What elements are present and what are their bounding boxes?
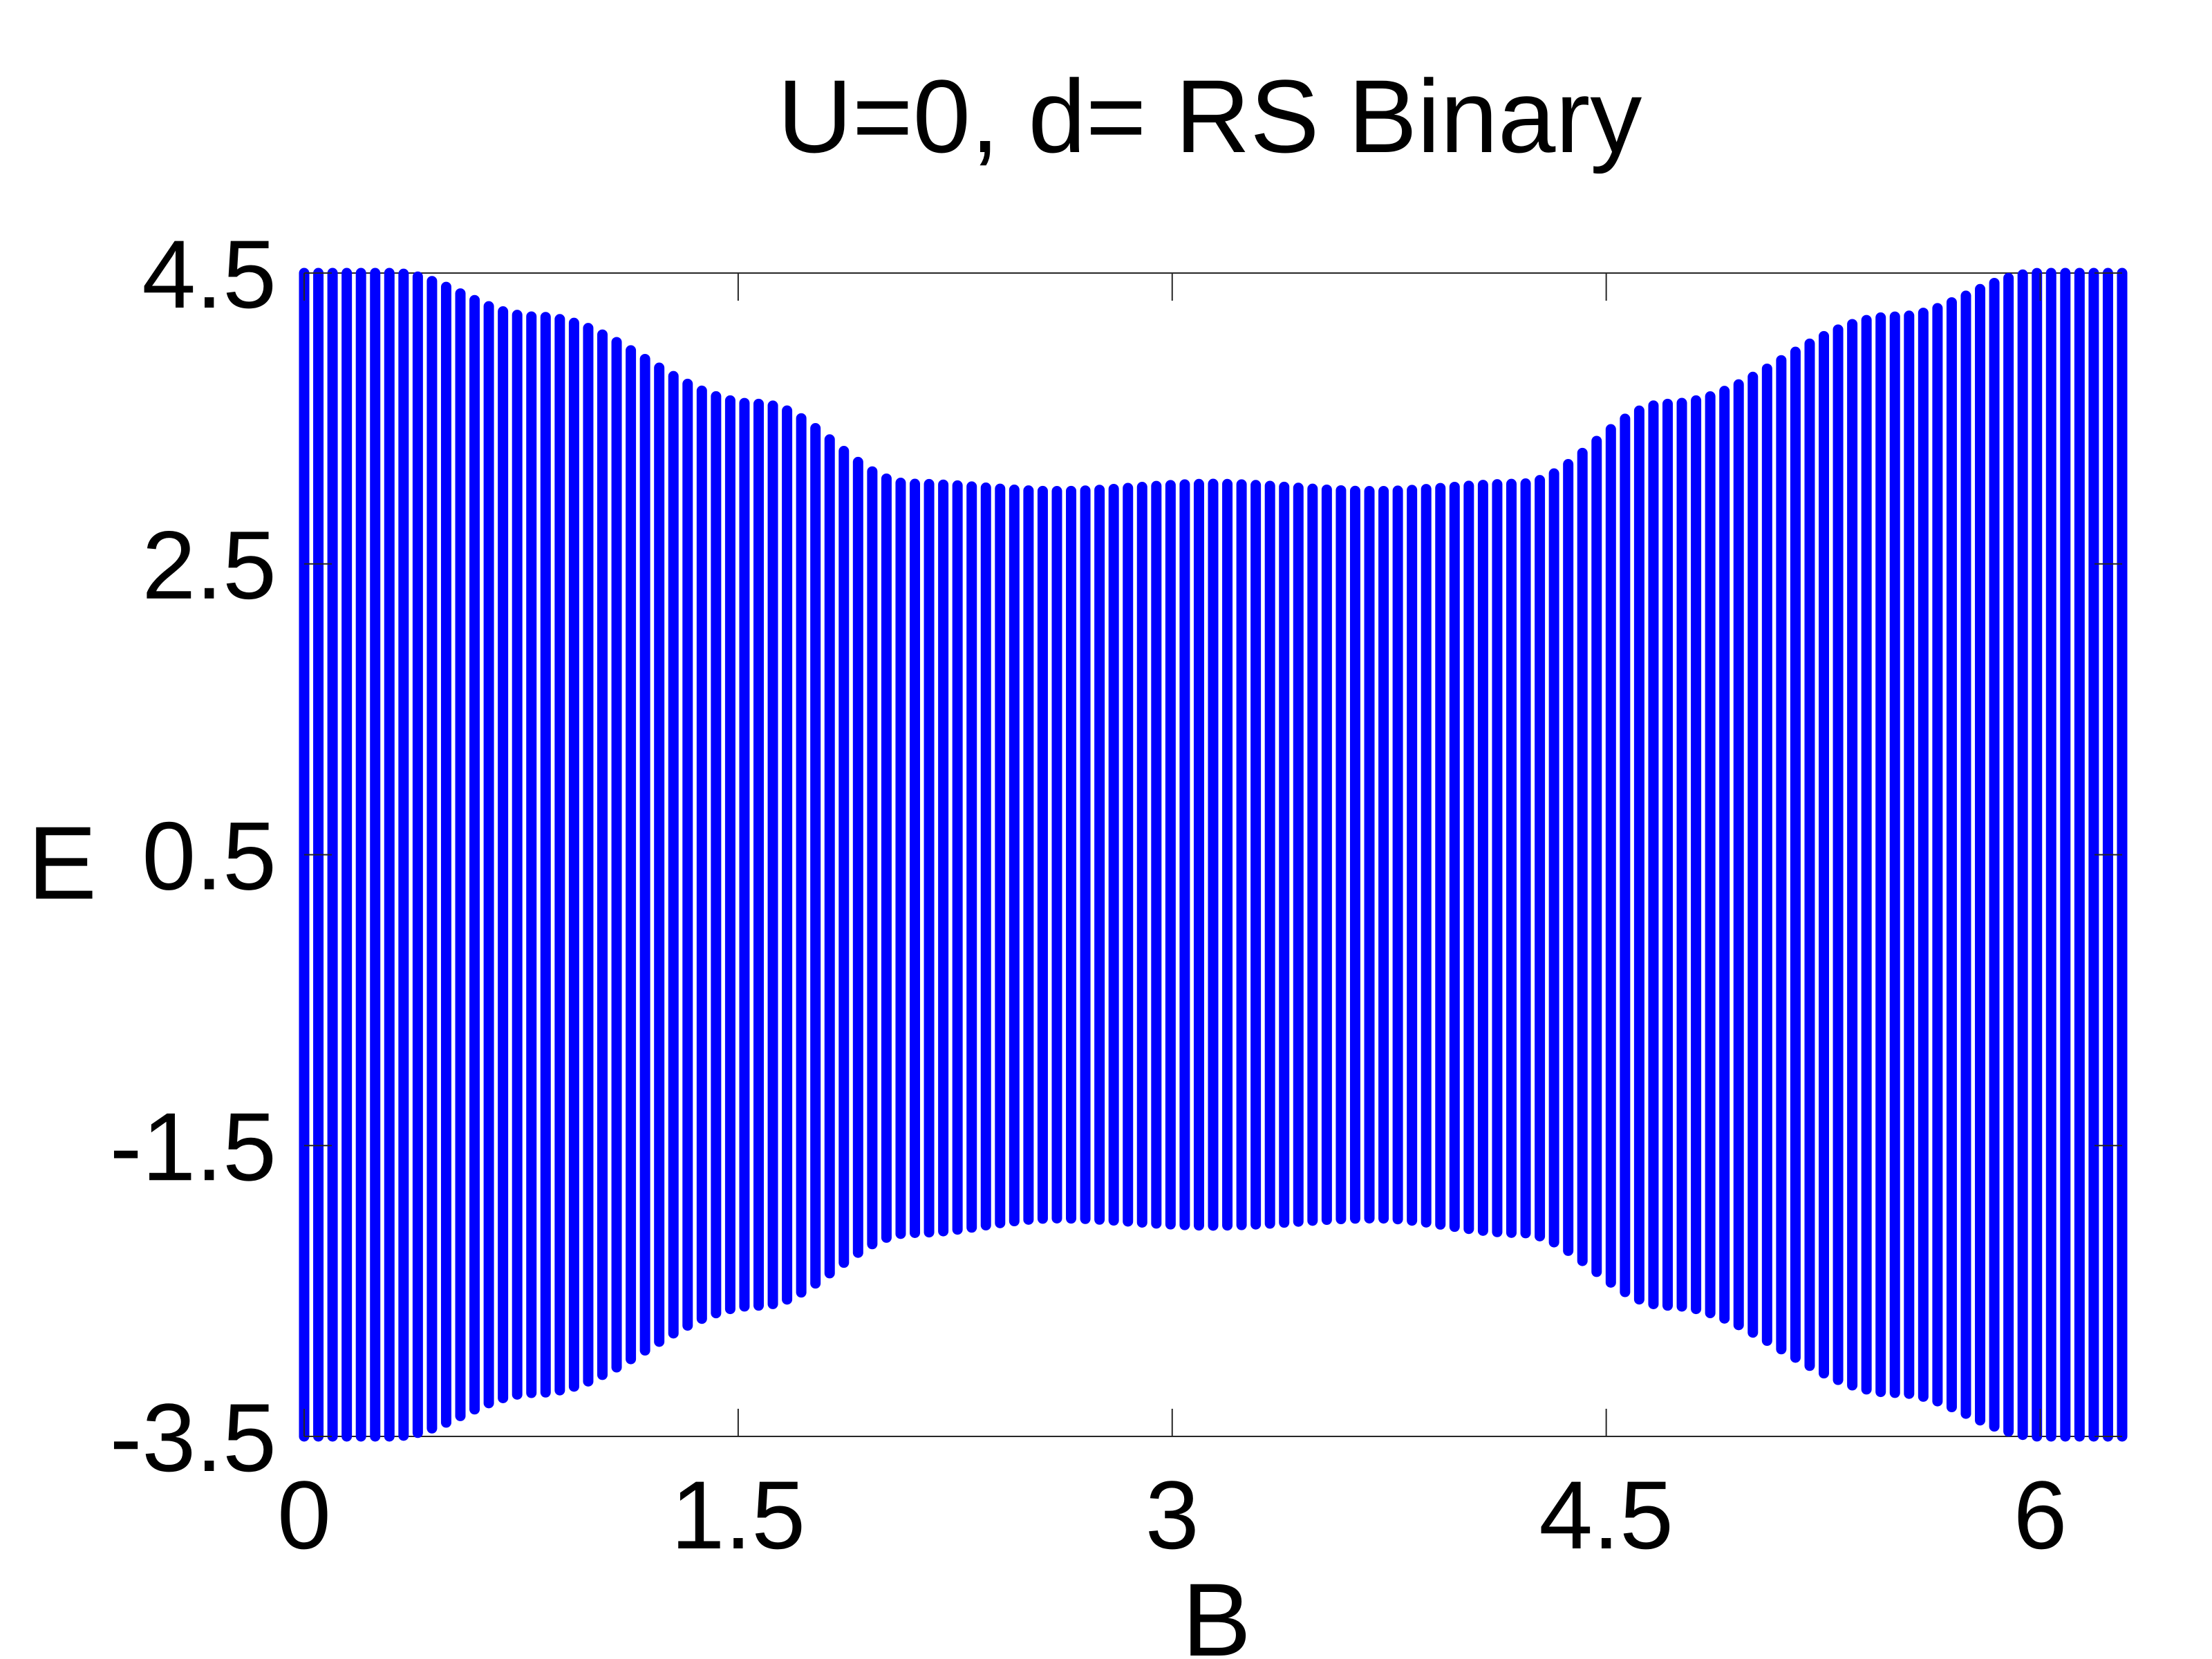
x-tick-label: 6 <box>2014 1461 2068 1569</box>
x-tick-label: 1.5 <box>671 1461 806 1569</box>
x-tick-labels: 0 1.5 3 4.5 6 <box>277 1461 2067 1569</box>
x-tick-label: 0 <box>277 1461 331 1569</box>
x-tick-label: 4.5 <box>1539 1461 1674 1569</box>
tick-marks <box>303 272 2122 1437</box>
y-axis-label: E <box>28 805 97 921</box>
y-tick-labels: -3.5 -1.5 0.5 2.5 4.5 <box>110 220 276 1492</box>
y-tick-label: 2.5 <box>142 511 276 619</box>
x-tick-label: 3 <box>1145 1461 1199 1569</box>
y-tick-label: 0.5 <box>142 802 276 910</box>
y-tick-label: -3.5 <box>110 1383 276 1492</box>
y-tick-label: -1.5 <box>110 1092 276 1201</box>
y-tick-label: 4.5 <box>142 220 276 328</box>
chart-title: U=0, d= RS Binary <box>778 58 1642 174</box>
x-axis-label: B <box>1182 1562 1251 1659</box>
data-columns <box>299 268 2128 1442</box>
